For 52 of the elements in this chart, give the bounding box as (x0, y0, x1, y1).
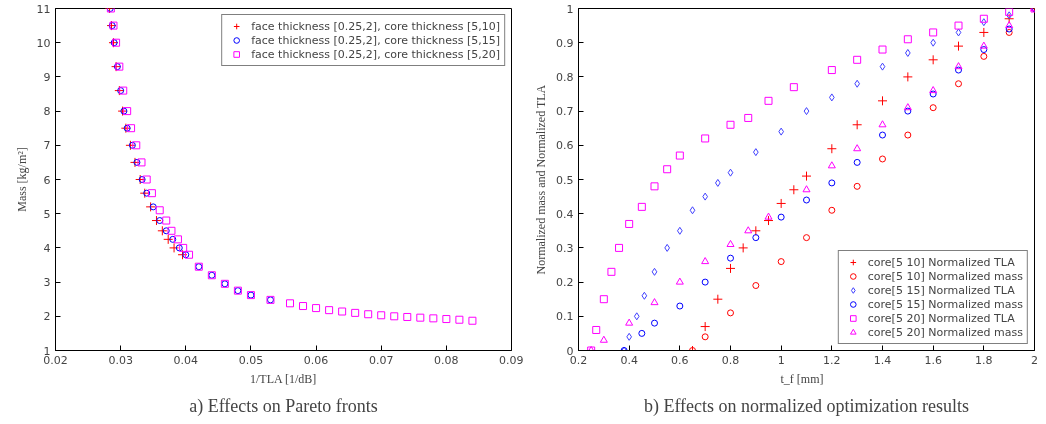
x-tick-label: 1.8 (975, 353, 993, 367)
x-tick-label: 0.07 (368, 353, 394, 367)
y-tick-label: 8 (43, 105, 51, 119)
y-tick-label: 10 (36, 36, 51, 50)
text: b) Effects on normalized optimization results (643, 395, 970, 417)
legend-label: core[5 10] Normalized mass (867, 269, 1023, 283)
x-tick-label: 0.09 (499, 353, 524, 367)
x-tick-label: 2 (1031, 353, 1038, 367)
y-tick-label: 0.6 (556, 139, 574, 153)
legend-label: face thickness [0.25,2], core thickness [5,15] (251, 33, 500, 47)
y-tick-label: 0.1 (556, 310, 574, 324)
x-axis-title: t_f [mm] (780, 371, 824, 386)
x-axis-title: 1/TLA [1/dB] (250, 371, 317, 386)
y-tick-label: 1 (566, 2, 574, 16)
x-tick-label: 1 (777, 353, 785, 367)
x-tick-label: 1.2 (823, 353, 841, 367)
text: a) Effects on Pareto fronts (189, 395, 378, 417)
y-tick-label: 0.5 (556, 173, 574, 187)
y-tick-label: 6 (43, 173, 51, 187)
legend-label: face thickness [0.25,2], core thickness [5,20] (251, 47, 500, 61)
x-tick-label: 0.6 (671, 353, 689, 367)
legend-label: core[5 15] Normalized mass (867, 297, 1023, 311)
legend-label: face thickness [0.25,2], core thickness [5,10] (251, 19, 500, 33)
y-tick-label: 5 (43, 207, 51, 221)
x-tick-label: 0.05 (238, 353, 264, 367)
y-tick-label: 0.7 (556, 105, 574, 119)
y-tick-label: 7 (43, 139, 51, 153)
y-tick-label: 3 (43, 276, 51, 290)
y-tick-label: 0.2 (556, 276, 574, 290)
legend-label: core[5 10] Normalized TLA (867, 255, 1015, 269)
x-tick-label: 0.02 (43, 353, 68, 367)
x-tick-label: 0.8 (721, 353, 740, 367)
x-tick-label: 0.03 (108, 353, 133, 367)
x-tick-label: 0.06 (303, 353, 329, 367)
y-tick-label: 0.4 (556, 207, 574, 221)
y-tick-label: 0.3 (556, 241, 574, 255)
x-tick-label: 0.04 (173, 353, 199, 367)
x-tick-label: 0.4 (620, 353, 638, 367)
y-tick-label: 0.9 (556, 36, 574, 50)
legend-label: core[5 20] Normalized mass (867, 325, 1023, 339)
x-tick-label: 1.6 (924, 353, 942, 367)
y-tick-label: 9 (43, 70, 51, 84)
legend-label: core[5 15] Normalized TLA (867, 283, 1015, 297)
legend-label: core[5 20] Normalized TLA (867, 311, 1015, 325)
y-tick-label: 0.8 (556, 70, 574, 84)
y-axis-title: Mass [kg/m²] (14, 147, 29, 212)
y-tick-label: 11 (36, 2, 51, 16)
x-tick-label: 1.4 (873, 353, 892, 367)
x-tick-label: 0.08 (434, 353, 459, 367)
y-axis-title: Normalized mass and Normalized TLA (534, 84, 549, 275)
y-tick-label: 2 (43, 310, 51, 324)
y-tick-label: 4 (43, 241, 51, 255)
